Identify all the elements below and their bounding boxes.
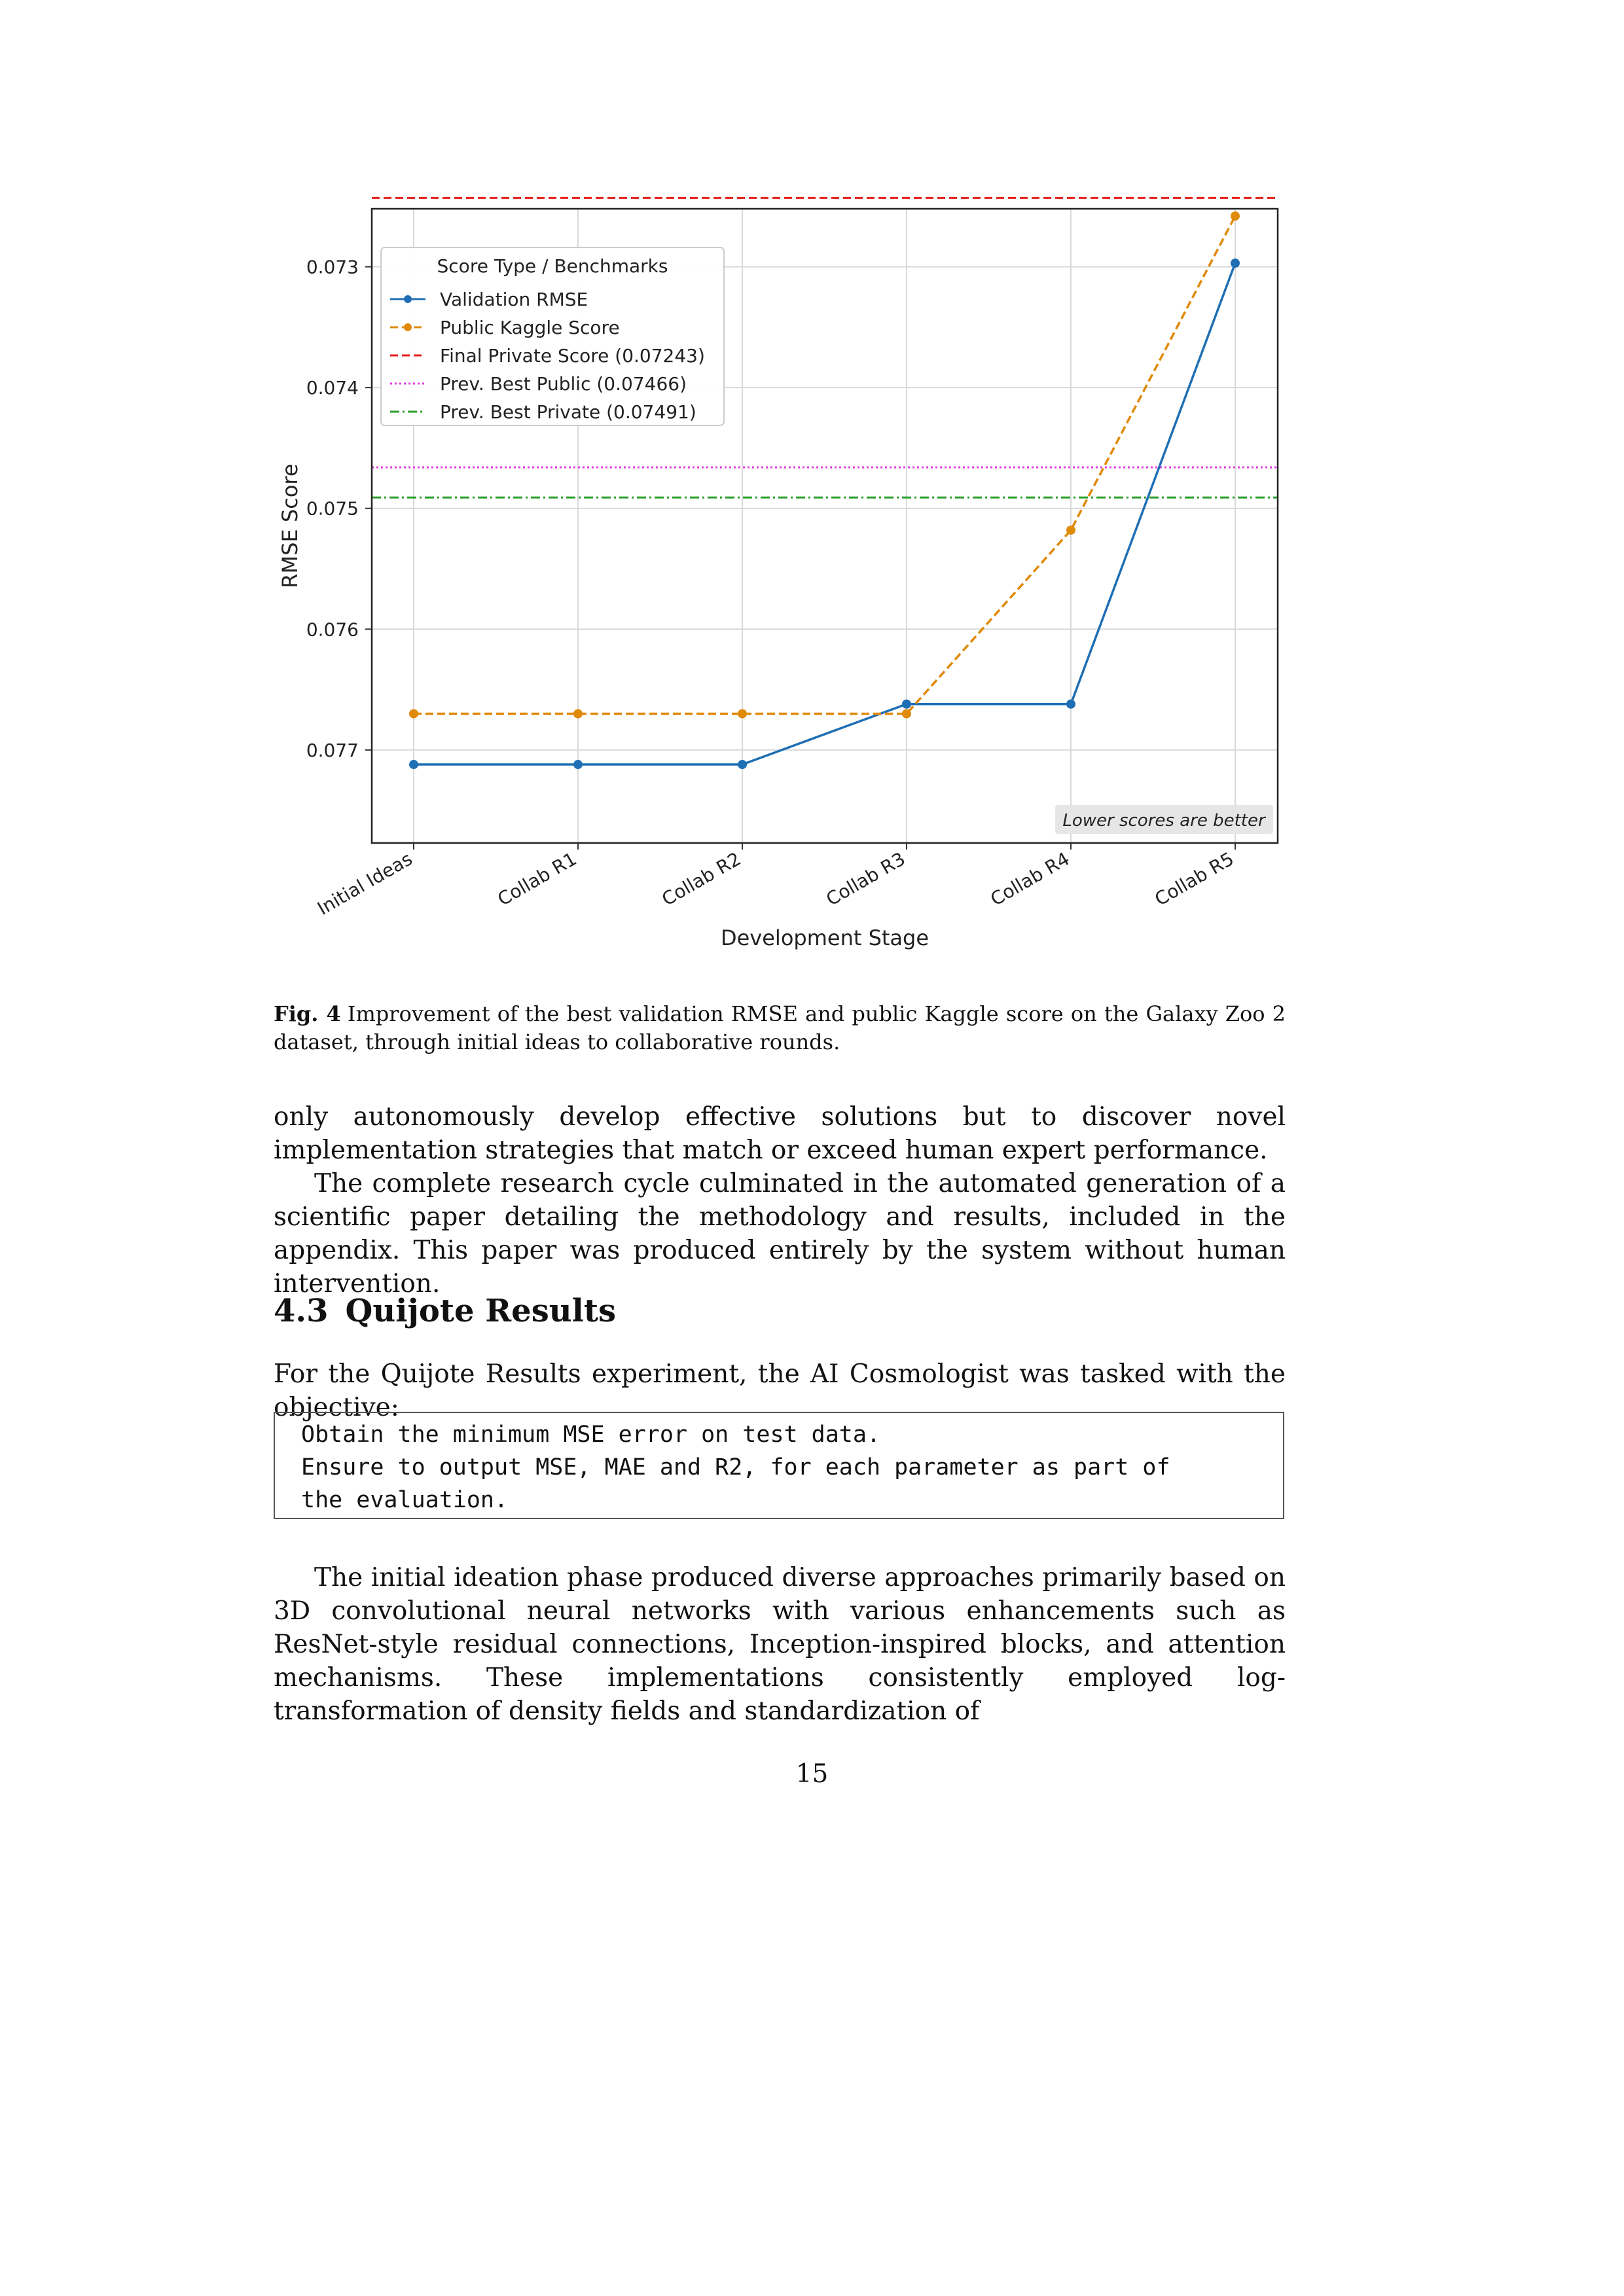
- data-point: [1231, 259, 1240, 268]
- plot-frame: [370, 207, 1279, 844]
- annotation-box: [1055, 805, 1273, 834]
- x-axis-label: Development Stage: [721, 925, 929, 950]
- y-tick-label: 0.076: [306, 619, 359, 640]
- y-axis-label: RMSE Score: [278, 463, 302, 588]
- legend-marker: [404, 323, 412, 331]
- figure-caption: Fig. 4 Improvement of the best validation…: [274, 1000, 1286, 1056]
- data-point: [902, 709, 911, 719]
- legend-box: [380, 247, 725, 426]
- data-point: [409, 760, 418, 770]
- y-tick-label: 0.074: [306, 377, 359, 399]
- x-tick-label: Collab R3: [823, 848, 909, 910]
- data-point: [573, 760, 583, 770]
- section-heading: 4.3 Quijote Results: [274, 1293, 616, 1329]
- legend-entry: Prev. Best Public (0.07466): [440, 373, 687, 395]
- y-tick-label: 0.077: [306, 740, 359, 761]
- x-tick-label: Collab R5: [1151, 848, 1238, 910]
- objective-code-box: Obtain the minimum MSE error on test dat…: [274, 1412, 1284, 1519]
- legend-marker: [404, 295, 412, 303]
- legend-entry: Prev. Best Private (0.07491): [440, 401, 696, 423]
- data-point: [1066, 699, 1075, 709]
- caption-label: Fig. 4: [274, 1001, 341, 1026]
- data-point: [738, 709, 747, 719]
- data-point: [409, 709, 418, 719]
- page-number: 15: [795, 1759, 829, 1789]
- y-tick-label: 0.073: [306, 257, 359, 278]
- series-line: [414, 215, 1236, 715]
- annotation-text: Lower scores are better: [1062, 811, 1267, 831]
- x-tick-label: Collab R4: [987, 848, 1074, 910]
- legend-entry: Final Private Score (0.07243): [440, 345, 705, 367]
- section-title: Quijote Results: [345, 1293, 617, 1329]
- y-tick-label: 0.075: [306, 498, 359, 520]
- x-tick-label: Collab R1: [494, 848, 581, 910]
- paragraph-4: The initial ideation phase produced dive…: [274, 1563, 1286, 1726]
- data-point: [1231, 211, 1240, 221]
- data-point: [1066, 525, 1075, 535]
- paragraph-3: For the Quijote Results experiment, the …: [274, 1359, 1286, 1422]
- series-line: [414, 262, 1236, 766]
- paragraph-1: only autonomously develop effective solu…: [274, 1102, 1286, 1165]
- data-point: [902, 699, 911, 709]
- section-number: 4.3: [274, 1293, 329, 1329]
- data-point: [573, 709, 583, 719]
- x-tick-label: Initial Ideas: [314, 848, 416, 919]
- objective-code: Obtain the minimum MSE error on test dat…: [301, 1422, 1170, 1513]
- caption-text: Improvement of the best validation RMSE …: [274, 1001, 1286, 1054]
- legend-title: Score Type / Benchmarks: [437, 255, 668, 277]
- paragraph-2: The complete research cycle culminated i…: [274, 1169, 1286, 1299]
- data-point: [738, 760, 747, 770]
- figure-4-chart: 0.073 0.074 0.075 0.076 0.077 Initial Ideas Co…: [278, 196, 1279, 950]
- legend-entry: Public Kaggle Score: [440, 317, 620, 338]
- legend-entry: Validation RMSE: [440, 289, 588, 310]
- x-tick-label: Collab R2: [659, 848, 745, 910]
